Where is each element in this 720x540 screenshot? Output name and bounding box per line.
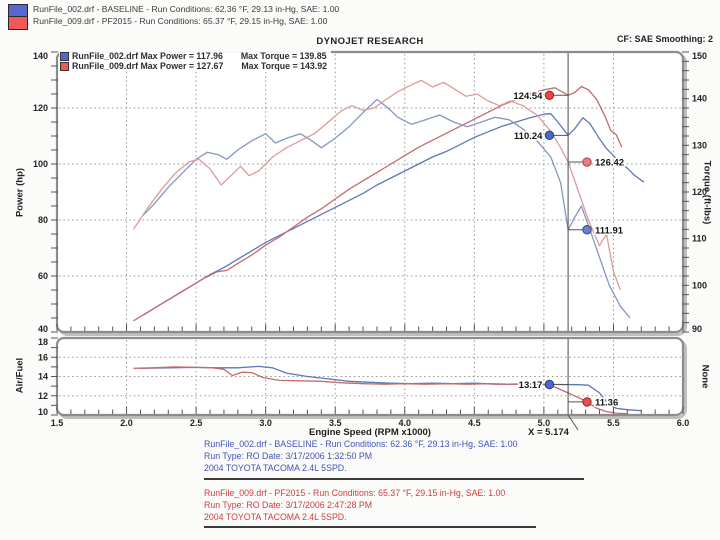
svg-text:1.5: 1.5 (51, 418, 64, 428)
series-runfile-002-power-hp- (142, 113, 645, 316)
run2-conditions: RunFile_009.drf - PF2015 - Run Condition… (204, 488, 506, 498)
svg-text:12: 12 (38, 391, 48, 401)
grid (59, 54, 681, 330)
marker-dot (544, 90, 555, 100)
svg-text:90: 90 (692, 324, 702, 334)
svg-text:5.0: 5.0 (538, 418, 551, 428)
axis-ticks (51, 51, 689, 333)
power-axis-title: Power (hp) (14, 167, 26, 218)
axis-ticks (51, 337, 684, 416)
value-marker-126.42: 126.42 (568, 156, 626, 170)
run1-info-block: RunFile_002.drf - BASELINE - Run Conditi… (204, 438, 518, 474)
value-marker-11.36: 11.36 (568, 396, 620, 410)
svg-text:40: 40 (38, 324, 48, 334)
marker-label: 124.54 (513, 91, 543, 102)
torque-axis-title: Torque (ft-lbs) (701, 160, 713, 225)
run2-vehicle: 2004 TOYOTA TACOMA 2.4L 5SPD. (204, 512, 347, 522)
svg-text:80: 80 (38, 215, 48, 225)
run2-header-line: RunFile_009.drf - PF2015 - Run Condition… (33, 16, 328, 26)
power-torque-chart: 124.54110.24126.42111.911401201008060401… (33, 50, 707, 336)
svg-text:4.5: 4.5 (468, 418, 481, 428)
value-marker-111.91: 111.91 (568, 224, 625, 238)
svg-text:3.0: 3.0 (259, 418, 272, 428)
series-runfile-009-air-fuel (133, 366, 628, 415)
marker-dot (544, 130, 555, 141)
value-marker-110.24: 110.24 (512, 129, 569, 143)
page-title: DYNOJET RESEARCH (316, 36, 424, 47)
svg-text:3.5: 3.5 (329, 418, 342, 428)
legend-key-blue (60, 51, 69, 61)
value-marker-13.17: 13.17 (517, 378, 569, 392)
marker-label: 11.36 (595, 397, 618, 408)
series-runfile-002-air-fuel (140, 365, 642, 412)
series-runfile-009-torque-ft-lbs- (132, 79, 622, 291)
svg-text:5.5: 5.5 (607, 418, 620, 428)
svg-text:100: 100 (692, 280, 707, 290)
legend-row-baseline: RunFile_002.drf Max Power = 117.96 Max To… (60, 51, 327, 61)
run1-type-date: Run Type: RO Date: 3/17/2006 1:32:50 PM (204, 451, 373, 461)
footer-divider-2 (204, 526, 536, 528)
legend-text: RunFile_002.drf Max Power = 117.96 Max To… (72, 51, 327, 61)
marker-dot (582, 225, 592, 235)
svg-text:110: 110 (692, 234, 707, 244)
run1-header-line: RunFile_002.drf - BASELINE - Run Conditi… (33, 4, 340, 14)
run2-color-swatch (9, 17, 27, 29)
plot-legend: RunFile_002.drf Max Power = 117.96 Max To… (59, 50, 331, 72)
airfuel-axis-title: Air/Fuel (14, 357, 26, 394)
legend-text: RunFile_009.drf Max Power = 127.67 Max To… (72, 61, 327, 71)
right-channel-title: None (699, 364, 711, 389)
run1-vehicle: 2004 TOYOTA TACOMA 2.4L 5SPD. (204, 463, 347, 473)
legend-key-red (60, 61, 69, 71)
svg-text:2.0: 2.0 (120, 418, 133, 428)
series-runfile-002-torque-ft-lbs- (142, 98, 631, 319)
run-color-key (8, 4, 28, 30)
svg-text:130: 130 (692, 140, 707, 150)
value-marker-124.54: 124.54 (512, 89, 569, 103)
cursor-readout-pointer (567, 414, 579, 431)
marker-dot (544, 379, 555, 390)
svg-text:10: 10 (38, 407, 48, 417)
svg-text:60: 60 (38, 271, 48, 281)
svg-text:2.5: 2.5 (190, 418, 203, 428)
svg-text:140: 140 (33, 51, 48, 61)
svg-text:150: 150 (692, 51, 707, 61)
axis-tick-labels: 140 120 100 80 60 40 150 140 130 120 110 100 90 (33, 51, 707, 334)
footer-divider-1 (204, 478, 584, 480)
svg-text:18: 18 (38, 337, 48, 347)
svg-text:120: 120 (33, 103, 48, 113)
svg-text:16: 16 (38, 352, 48, 362)
air-fuel-chart: 13.17 11.36 18 16 14 12 101.5 2.0 2.5 3.0 3.5 4.0 4.… (38, 336, 689, 428)
run2-info-block: RunFile_009.drf - PF2015 - Run Condition… (204, 487, 505, 523)
marker-label: 110.24 (514, 131, 543, 142)
axis-tick-labels: 18 16 14 12 101.5 2.0 2.5 3.0 3.5 4.0 4.5 5.0 5.5 6.0 (38, 337, 689, 428)
svg-text:140: 140 (692, 94, 707, 104)
marker-label: 111.91 (595, 225, 624, 236)
marker-dot (582, 397, 592, 407)
grid (59, 340, 681, 413)
marker-label: 126.42 (595, 158, 624, 169)
svg-text:6.0: 6.0 (677, 418, 690, 428)
run1-color-swatch (9, 5, 27, 17)
svg-text:14: 14 (38, 372, 48, 382)
marker-label: 13.17 (519, 380, 543, 391)
x-axis-title: Engine Speed (RPM x1000) (309, 427, 431, 438)
svg-text:4.0: 4.0 (399, 418, 412, 428)
run1-conditions: RunFile_002.drf - BASELINE - Run Conditi… (204, 439, 518, 449)
cursor-x-readout: X = 5.174 (528, 427, 569, 438)
run2-type-date: Run Type: RO Date: 3/17/2006 2:47:28 PM (204, 500, 373, 510)
series-runfile-009-power-hp- (133, 85, 623, 322)
svg-text:100: 100 (33, 159, 48, 169)
marker-dot (582, 157, 592, 167)
correction-smoothing-label: CF: SAE Smoothing: 2 (617, 34, 713, 44)
svg-text:120: 120 (692, 187, 707, 197)
legend-row-pf2015: RunFile_009.drf Max Power = 127.67 Max To… (60, 61, 327, 71)
